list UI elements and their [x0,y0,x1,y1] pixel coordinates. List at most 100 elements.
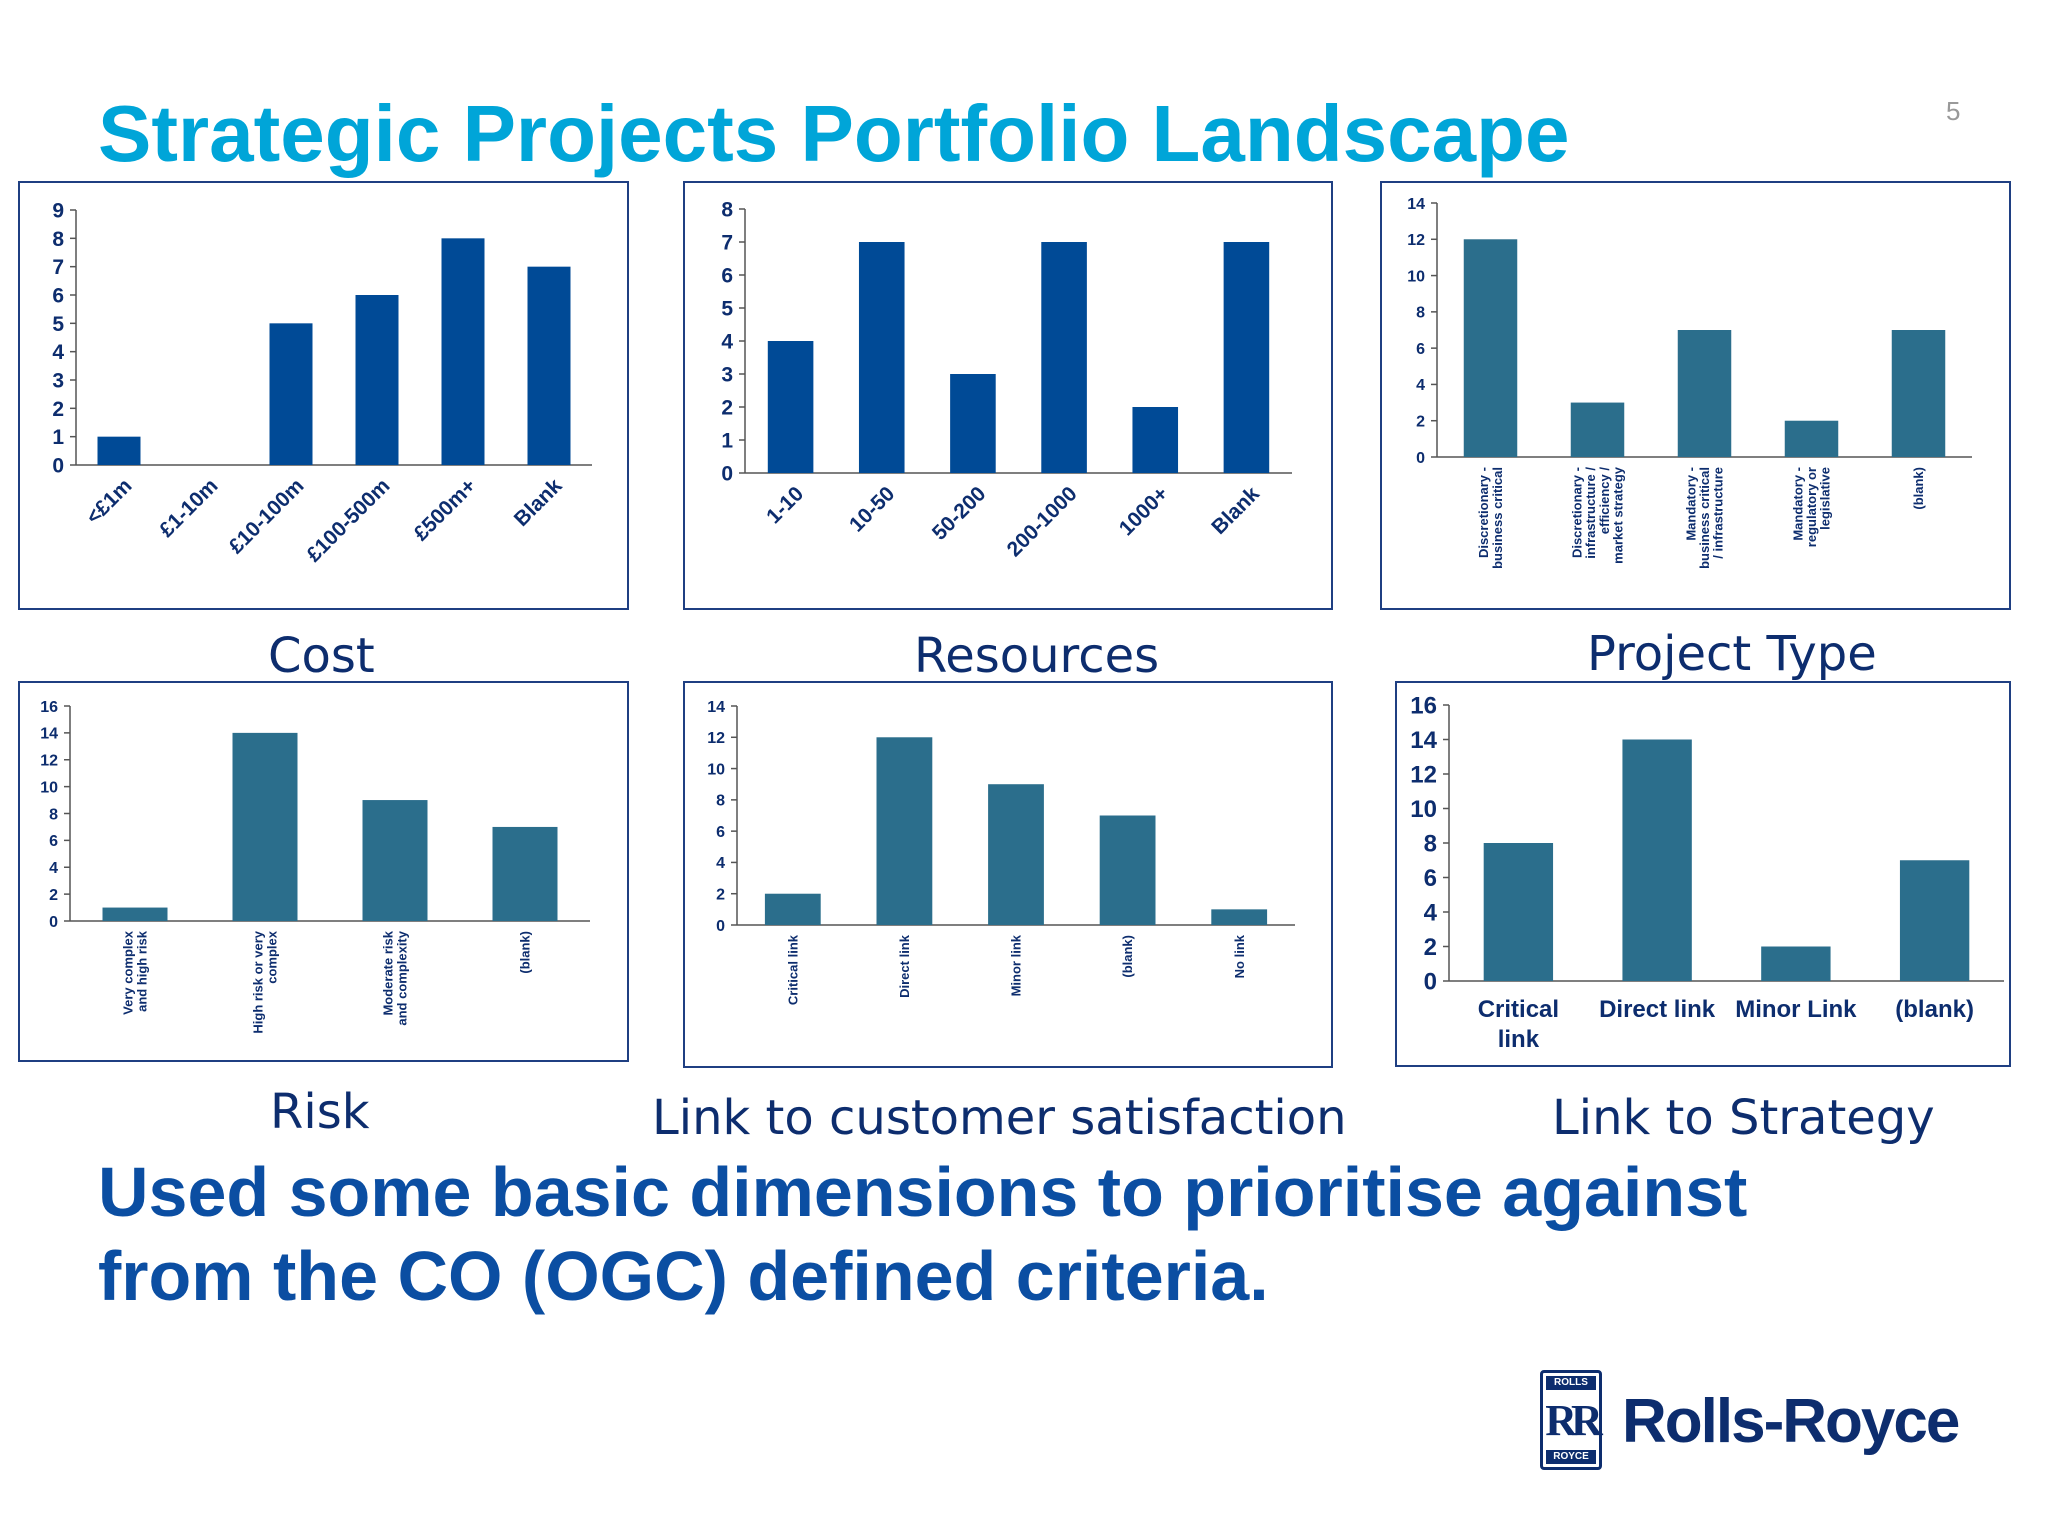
y-tick-label: 6 [721,265,733,288]
y-tick-label: 6 [1424,865,1437,892]
y-tick-label: 4 [49,860,58,877]
footer-line-1: Used some basic dimensions to prioritise… [98,1153,1748,1231]
bar-2 [1761,946,1831,981]
x-category-label: No link [1232,934,1247,978]
y-tick-label: 1 [52,426,64,449]
x-category-label-line: Minor link [1009,934,1024,996]
x-category-label-line: Direct link [1599,996,1716,1023]
footer-statement: Used some basic dimensions to prioritise… [98,1150,1747,1318]
cost-chart-panel: 0 1 2 3 4 5 6 7 8 9 <£1m £1-10m £10-100m £100-500m £50… [18,181,629,610]
bar-4 [1211,909,1268,925]
y-tick-label: 14 [1410,727,1437,754]
y-tick-label: 2 [1424,934,1437,961]
bar-2 [1677,330,1732,457]
bar-3 [1784,420,1839,457]
y-tick-label: 4 [716,855,725,872]
x-category-label: (blank) [518,931,533,974]
bar-1 [1570,402,1625,457]
x-category-label: 10-50 [845,482,899,536]
y-tick-label: 6 [49,833,58,850]
x-category-label-line: High risk or very [251,930,266,1033]
footer-line-2: from the CO (OGC) defined criteria. [98,1237,1269,1315]
y-tick-label: 2 [52,398,64,421]
x-category-label-line: / infrastructure [1711,467,1726,559]
x-category-label: 1-10 [762,482,808,528]
y-tick-label: 10 [1407,268,1425,285]
x-category-label: (blank) [1911,467,1926,510]
x-category-label-line: market strategy [1611,466,1626,564]
bar-2 [362,800,428,921]
bar-1 [876,737,933,925]
customer-satisfaction-chart: 0 2 4 6 8 10 12 14 Critical link Direct link Minor… [707,699,1295,1005]
y-tick-label: 2 [721,397,733,420]
x-category-label-line: (blank) [518,931,533,974]
y-tick-label: 4 [1416,377,1425,394]
x-category-label-line: Minor Link [1735,996,1857,1023]
badge-top-text: ROLLS [1546,1376,1596,1390]
resources-chart-panel: 0 1 2 3 4 5 6 7 8 1-10 10-50 50-200 200-1000 1000+ Bla… [683,181,1333,610]
y-tick-label: 8 [716,793,725,810]
bar-3 [1041,242,1087,473]
y-tick-label: 6 [52,285,64,308]
x-category-label-line: Discretionary - [1570,467,1585,558]
y-tick-label: 12 [1410,762,1437,789]
y-tick-label: 9 [52,200,64,223]
page-number: 5 [1946,96,1961,126]
y-tick-label: 12 [1407,232,1425,249]
customer-satisfaction-caption: Link to customer satisfaction [652,1090,1347,1146]
x-category-label: Direct link [1599,996,1716,1023]
y-tick-label: 3 [52,370,64,393]
x-category-label: 50-200 [928,482,991,545]
bar-0 [102,907,168,921]
x-category-label-line: legislative [1818,467,1833,530]
x-category-label-line: (blank) [1120,935,1135,978]
x-category-label: (blank) [1895,996,1974,1023]
strategy-chart: 0 2 4 6 8 10 12 14 16 Critical link Direct link Mino… [1410,693,2004,1053]
y-tick-label: 0 [716,918,725,935]
x-category-label-line: Mandatory - [1790,467,1805,541]
y-tick-label: 4 [1424,900,1438,927]
y-tick-label: 8 [721,199,733,222]
x-category-label-line: business critical [1697,467,1712,569]
y-tick-label: 5 [721,298,733,321]
y-tick-label: 2 [49,887,58,904]
x-category-label: £500m+ [409,474,480,545]
y-tick-label: 1 [721,430,733,453]
y-tick-label: 4 [721,331,733,354]
cost-caption: Cost [268,628,375,684]
x-category-label-line: regulatory or [1804,467,1819,547]
y-tick-label: 2 [1416,413,1425,430]
y-tick-label: 12 [707,730,725,747]
bar-3 [355,295,399,465]
bar-5 [1223,242,1270,473]
y-tick-label: 10 [40,779,58,796]
x-category-label: <£1m [82,474,137,529]
y-tick-label: 16 [40,699,58,716]
slide-title: Strategic Projects Portfolio Landscape [98,89,1570,178]
x-category-label: Blank [510,474,567,531]
bar-4 [441,238,485,465]
bar-0 [764,893,821,925]
bar-2 [950,374,996,473]
bar-3 [1899,860,1970,981]
x-category-label: 1000+ [1115,482,1173,540]
x-category-label-line: and high risk [134,930,149,1012]
cost-chart: 0 1 2 3 4 5 6 7 8 9 <£1m £1-10m £10-100m£100-500m £50… [52,200,592,566]
bar-3 [492,826,558,921]
x-category-label: Mandatory -business critical/ infrastruc… [1683,467,1725,569]
bar-5 [527,266,571,465]
x-category-label: Minor link [1009,934,1024,996]
badge-bottom-text: ROYCE [1546,1450,1596,1464]
x-category-label: £100-500m [302,474,394,566]
x-category-label-line: Direct link [897,934,912,998]
bar-0 [1483,843,1554,981]
x-category-label-line: Critical [1478,996,1559,1023]
logo-wordmark: Rolls-Royce [1622,1387,1960,1456]
x-category-label: Blank [1207,482,1264,539]
